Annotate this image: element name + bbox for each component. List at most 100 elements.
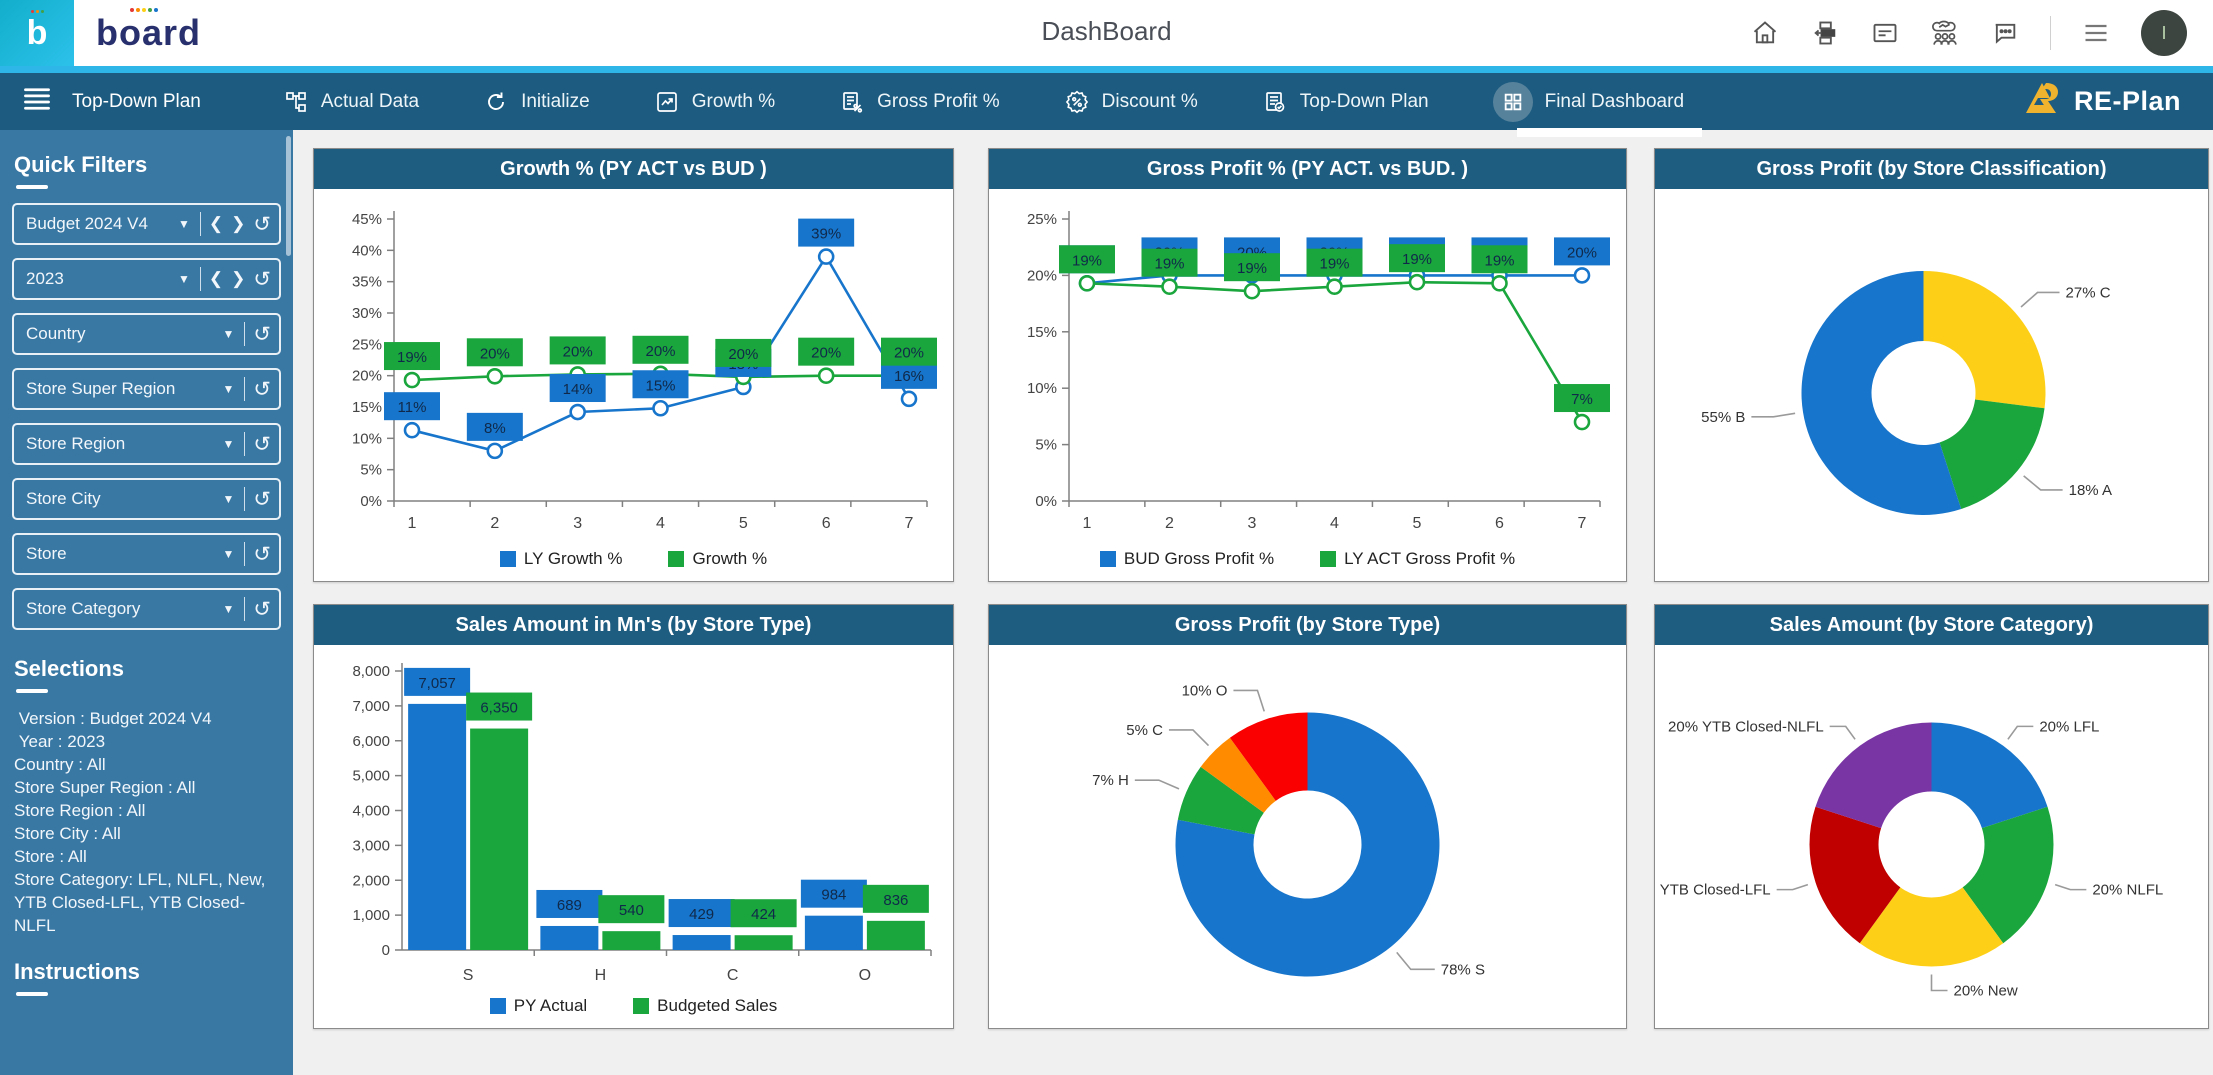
filter-country[interactable]: Country ▼ ↺ bbox=[12, 313, 281, 355]
chart-sales-category-donut[interactable]: 20% LFL 20% NLFL 20% New YTB Closed-LFL 20% … bbox=[1655, 645, 2208, 1028]
tab-final-dashboard[interactable]: Final Dashboard bbox=[1465, 73, 1712, 137]
chevron-down-icon[interactable]: ▼ bbox=[222, 492, 235, 506]
tab-gross-profit-[interactable]: Gross Profit % bbox=[811, 73, 1027, 130]
home-icon[interactable] bbox=[1750, 18, 1780, 48]
chart-gp-classification-donut[interactable]: 27% C 18% A 55% B bbox=[1655, 189, 2208, 581]
topbar-divider bbox=[2050, 16, 2051, 50]
tab-growth-[interactable]: Growth % bbox=[626, 73, 803, 130]
chevron-down-icon[interactable]: ▼ bbox=[178, 217, 190, 231]
filter-label: Country bbox=[26, 324, 86, 343]
selection-line: Store : All bbox=[14, 847, 87, 866]
filter-store[interactable]: Store ▼ ↺ bbox=[12, 533, 281, 575]
chart-legend: PY Actual Budgeted Sales bbox=[314, 996, 953, 1016]
chart-sales-bar[interactable]: 0 1,000 2,000 3,000 4,000 5,000 6,000 7,000 8,00… bbox=[314, 645, 953, 1028]
next-icon[interactable]: ❯ bbox=[231, 214, 246, 233]
board-app-logo[interactable]: b bbox=[0, 0, 74, 66]
reset-icon[interactable]: ↺ bbox=[253, 212, 271, 236]
filter-divider bbox=[244, 432, 246, 456]
svg-text:6: 6 bbox=[1495, 515, 1504, 532]
filter-label: Store bbox=[26, 544, 67, 563]
reset-icon[interactable]: ↺ bbox=[253, 267, 271, 291]
legend-item[interactable]: LY Growth % bbox=[499, 549, 622, 569]
legend-label: LY ACT Gross Profit % bbox=[1344, 549, 1516, 568]
svg-text:55% B: 55% B bbox=[1701, 409, 1745, 426]
legend-item[interactable]: LY ACT Gross Profit % bbox=[1320, 549, 1515, 569]
legend-item[interactable]: Growth % bbox=[668, 549, 767, 569]
card-icon[interactable] bbox=[1870, 18, 1900, 48]
filter-budget-2024-v4[interactable]: Budget 2024 V4 ▼ ❮ ❯ ↺ bbox=[12, 203, 281, 245]
filter-divider bbox=[199, 212, 201, 236]
nav-tab-label: Growth % bbox=[691, 90, 776, 112]
svg-text:7% H: 7% H bbox=[1092, 772, 1129, 789]
svg-text:20%: 20% bbox=[1567, 244, 1597, 261]
svg-text:5,000: 5,000 bbox=[352, 768, 390, 785]
reset-icon[interactable]: ↺ bbox=[253, 377, 271, 401]
legend-swatch bbox=[668, 551, 685, 567]
nav-tab-label: Final Dashboard bbox=[1544, 90, 1685, 112]
tab-actual-data[interactable]: Actual Data bbox=[255, 73, 447, 130]
instructions-title: Instructions bbox=[14, 959, 140, 984]
svg-text:2,000: 2,000 bbox=[352, 872, 390, 889]
quick-filters-title: Quick Filters bbox=[14, 152, 148, 177]
filter-store-region[interactable]: Store Region ▼ ↺ bbox=[12, 423, 281, 465]
nav-tab-label: Gross Profit % bbox=[877, 90, 1000, 112]
menu-icon[interactable] bbox=[22, 86, 52, 117]
prev-icon[interactable]: ❮ bbox=[208, 269, 224, 288]
chevron-down-icon[interactable]: ▼ bbox=[222, 382, 235, 396]
donut-slice bbox=[1859, 887, 2004, 967]
donut-slice bbox=[1815, 722, 1932, 829]
legend-item[interactable]: BUD Gross Profit % bbox=[1099, 549, 1274, 569]
reset-icon[interactable]: ↺ bbox=[253, 432, 271, 456]
svg-text:2: 2 bbox=[490, 515, 499, 532]
svg-text:4: 4 bbox=[656, 515, 665, 532]
prev-icon[interactable]: ❮ bbox=[208, 214, 224, 233]
reset-icon[interactable]: ↺ bbox=[253, 487, 271, 511]
filter-2023[interactable]: 2023 ▼ ❮ ❯ ↺ bbox=[12, 258, 281, 300]
document-check-icon bbox=[1262, 89, 1288, 115]
tab-discount-[interactable]: Discount % bbox=[1036, 73, 1226, 130]
avatar[interactable]: I bbox=[2141, 10, 2187, 56]
nav-tab-row: Actual Data Initialize Growth % Gross Profi… bbox=[255, 73, 1712, 137]
filter-store-category[interactable]: Store Category ▼ ↺ bbox=[12, 588, 281, 630]
hamburger-icon[interactable] bbox=[2081, 18, 2111, 48]
next-icon[interactable]: ❯ bbox=[231, 269, 246, 288]
team-report-icon[interactable] bbox=[1930, 18, 1960, 48]
svg-text:30%: 30% bbox=[352, 305, 382, 322]
chart-card-sales-store-category: Sales Amount (by Store Category) 20% LFL… bbox=[1654, 604, 2209, 1029]
svg-text:540: 540 bbox=[619, 902, 644, 919]
donut-chart-svg: 20% LFL 20% NLFL 20% New YTB Closed-LFL 20% … bbox=[1660, 718, 2163, 999]
svg-text:0%: 0% bbox=[360, 493, 382, 510]
tab-initialize[interactable]: Initialize bbox=[455, 73, 618, 130]
chevron-down-icon[interactable]: ▼ bbox=[222, 437, 235, 451]
filter-store-super-region[interactable]: Store Super Region ▼ ↺ bbox=[12, 368, 281, 410]
svg-text:16%: 16% bbox=[894, 368, 924, 385]
chart-gp-store-type-donut[interactable]: 78% S 7% H 5% C 10% O bbox=[989, 645, 1626, 1028]
chevron-down-icon[interactable]: ▼ bbox=[178, 272, 190, 286]
workflow-icon[interactable] bbox=[1810, 18, 1840, 48]
svg-text:19%: 19% bbox=[1237, 260, 1267, 277]
chat-icon[interactable] bbox=[1990, 18, 2020, 48]
reset-icon[interactable]: ↺ bbox=[253, 542, 271, 566]
selections-title: Selections bbox=[14, 656, 125, 681]
legend-item[interactable]: Budgeted Sales bbox=[633, 996, 777, 1016]
svg-text:O: O bbox=[859, 967, 871, 984]
svg-text:689: 689 bbox=[557, 897, 582, 914]
legend-item[interactable]: PY Actual bbox=[489, 996, 587, 1016]
filter-label: 2023 bbox=[26, 269, 64, 288]
svg-text:20% LFL: 20% LFL bbox=[2039, 718, 2099, 735]
svg-text:5%: 5% bbox=[1035, 437, 1057, 454]
tab-top-down-plan[interactable]: Top-Down Plan bbox=[1234, 73, 1457, 130]
chevron-down-icon[interactable]: ▼ bbox=[222, 327, 235, 341]
chart-growth[interactable]: 0% 5% 10% 15% 20% 25% 30% 35% 40% 45% 1 2 3 4 5 6 7 11% 8%… bbox=[314, 189, 953, 581]
legend-swatch bbox=[489, 998, 506, 1014]
reset-icon[interactable]: ↺ bbox=[253, 322, 271, 346]
filter-store-city[interactable]: Store City ▼ ↺ bbox=[12, 478, 281, 520]
reset-icon[interactable]: ↺ bbox=[253, 597, 271, 621]
chevron-down-icon[interactable]: ▼ bbox=[222, 602, 235, 616]
instructions-underline bbox=[16, 992, 48, 996]
chart-card-sales-store-type: Sales Amount in Mn's (by Store Type) 0 1,… bbox=[313, 604, 954, 1029]
chevron-down-icon[interactable]: ▼ bbox=[222, 547, 235, 561]
svg-text:C: C bbox=[727, 967, 739, 984]
chart-gross-profit-pct[interactable]: 0%5%10%15%20%25%123456719%20%20%20%20%20… bbox=[989, 189, 1626, 581]
refresh-icon bbox=[483, 89, 509, 115]
